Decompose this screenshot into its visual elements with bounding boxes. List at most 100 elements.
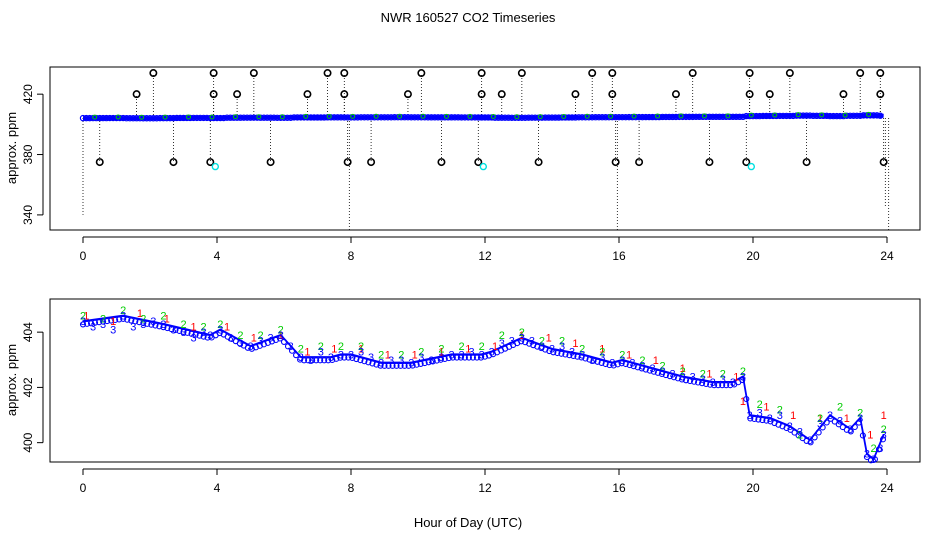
outlier-point [343,158,352,167]
series-blue-point [100,318,107,325]
outlier-point [149,69,158,78]
baseline-point [247,114,254,121]
series-blue-point [739,376,746,384]
series-blue-point [345,354,352,361]
baseline-point-green [795,112,801,118]
x-tick-label: 0 [80,481,87,495]
series-blue-point [377,362,384,369]
series-blue-point [144,320,151,327]
series-blue-point [172,326,179,334]
baseline-point [666,113,673,121]
series-blue-marker: 3 [857,413,863,425]
series-blue-point [847,428,854,435]
baseline-point [384,114,392,121]
baseline-point [354,114,361,121]
outlier-point [802,158,811,167]
y-tick-label: 400 [21,432,35,452]
baseline-point [639,113,646,121]
series-blue-point [156,323,163,330]
series-blue-marker: 3 [529,335,535,347]
baseline-point [595,114,603,121]
x-tick-label: 20 [746,481,760,495]
outlier-point [671,90,680,99]
series-blue-point [759,417,766,424]
series-green-marker: 2 [797,429,803,441]
baseline-point [83,114,90,122]
outlier-point [879,158,888,167]
series-green-marker: 2 [318,341,324,353]
baseline-point [438,114,445,121]
baseline-point [203,114,211,122]
series-blue-point [642,366,649,373]
series-blue-point [349,354,356,361]
series-blue-point [469,354,476,361]
baseline-point [662,113,670,121]
baseline-point-green [655,113,661,119]
baseline-point [776,112,784,120]
series-blue-marker: 3 [847,424,853,436]
outlier-point [517,69,526,78]
series-blue-point [457,354,464,361]
series-green-marker: 2 [519,327,525,339]
series-blue-point [297,356,304,363]
baseline-point [317,114,325,121]
series-blue-point [413,361,420,368]
baseline-point [156,114,164,122]
series-blue-marker: 3 [639,360,645,372]
series-blue-point [184,329,191,336]
x-tick-label: 12 [478,481,492,495]
baseline-point [220,114,227,122]
baseline-point [779,112,787,120]
series-blue-point [369,360,376,367]
series-red-marker: 1 [680,363,686,375]
cyan-point [211,162,220,171]
series-blue-point [666,373,673,380]
outlier-point [876,90,885,99]
series-blue-marker: 3 [509,335,515,347]
baseline-point [79,114,87,122]
series-blue-point [192,331,199,338]
series-green-marker: 2 [539,335,545,347]
series-blue-point [104,318,111,325]
series-blue-point [449,354,456,361]
baseline-point-green [725,113,731,119]
outlier-point [635,158,644,167]
series-blue-point [333,355,340,362]
baseline-point [823,112,830,120]
series-blue-point [465,354,472,361]
series-blue-point [116,316,123,323]
series-red-marker: 1 [385,349,391,361]
baseline-point [568,114,576,121]
series-blue-marker: 3 [378,358,384,370]
baseline-point [783,112,790,120]
baseline-point [501,114,509,121]
baseline-point-green [842,112,848,118]
baseline-point [109,114,117,122]
baseline-point [719,113,727,121]
series-blue-point [288,347,296,354]
outlier-point [303,90,312,99]
series-red-marker: 1 [331,344,337,356]
x-tick-label: 8 [348,481,355,495]
baseline-point [522,114,529,121]
series-blue-point [707,381,714,388]
baseline-point [270,114,278,121]
baseline-point [532,114,539,121]
series-blue-point [670,374,677,381]
baseline-point [197,114,204,122]
baseline-point [367,114,375,121]
series-blue-marker: 3 [368,352,374,364]
series-blue-point [626,362,633,369]
series-blue-point [313,357,320,364]
baseline-point [344,114,351,121]
series-blue-point [83,320,91,327]
outlier-point [477,90,486,99]
baseline-point [237,114,244,121]
outlier-point [474,158,483,167]
series-blue-point [618,360,625,367]
baseline-point [756,112,763,120]
series-red-marker: 1 [438,346,444,358]
baseline-point [451,114,459,121]
series-green-marker: 2 [700,369,706,381]
baseline-point-green [350,113,356,119]
